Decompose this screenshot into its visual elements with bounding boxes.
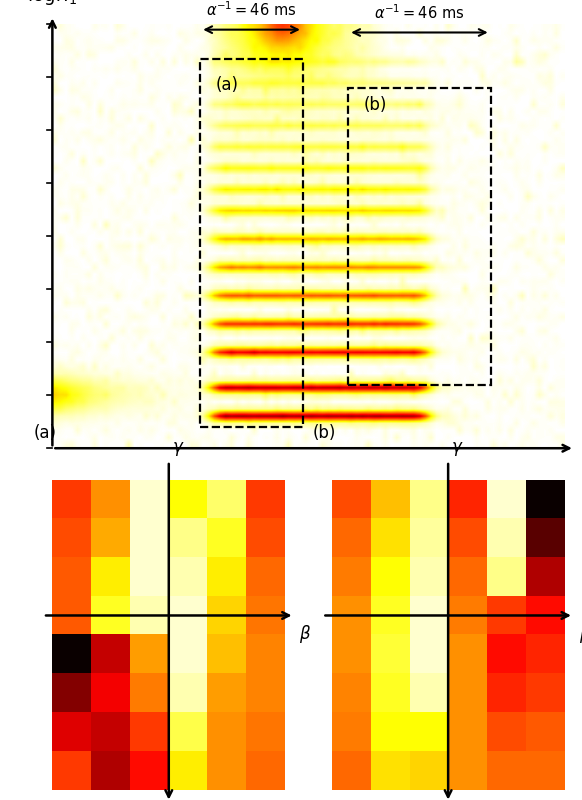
Text: $\log \lambda_1$: $\log \lambda_1$ (27, 0, 77, 7)
Bar (348, 88, 491, 385)
Bar (200, 59, 303, 427)
Text: (b): (b) (364, 96, 387, 114)
Text: $\beta$: $\beta$ (579, 623, 582, 645)
Text: $\gamma$: $\gamma$ (451, 440, 464, 458)
Text: $t$: $t$ (580, 453, 582, 470)
Text: $\alpha^{-1} = 46$ ms: $\alpha^{-1} = 46$ ms (207, 0, 297, 19)
Text: $\gamma$: $\gamma$ (172, 440, 184, 458)
Text: (a): (a) (34, 425, 57, 442)
Text: $\alpha^{-1} = 46$ ms: $\alpha^{-1} = 46$ ms (374, 3, 464, 22)
Text: (a): (a) (216, 76, 239, 94)
Text: (b): (b) (313, 425, 336, 442)
Text: $\beta$: $\beta$ (299, 623, 311, 645)
